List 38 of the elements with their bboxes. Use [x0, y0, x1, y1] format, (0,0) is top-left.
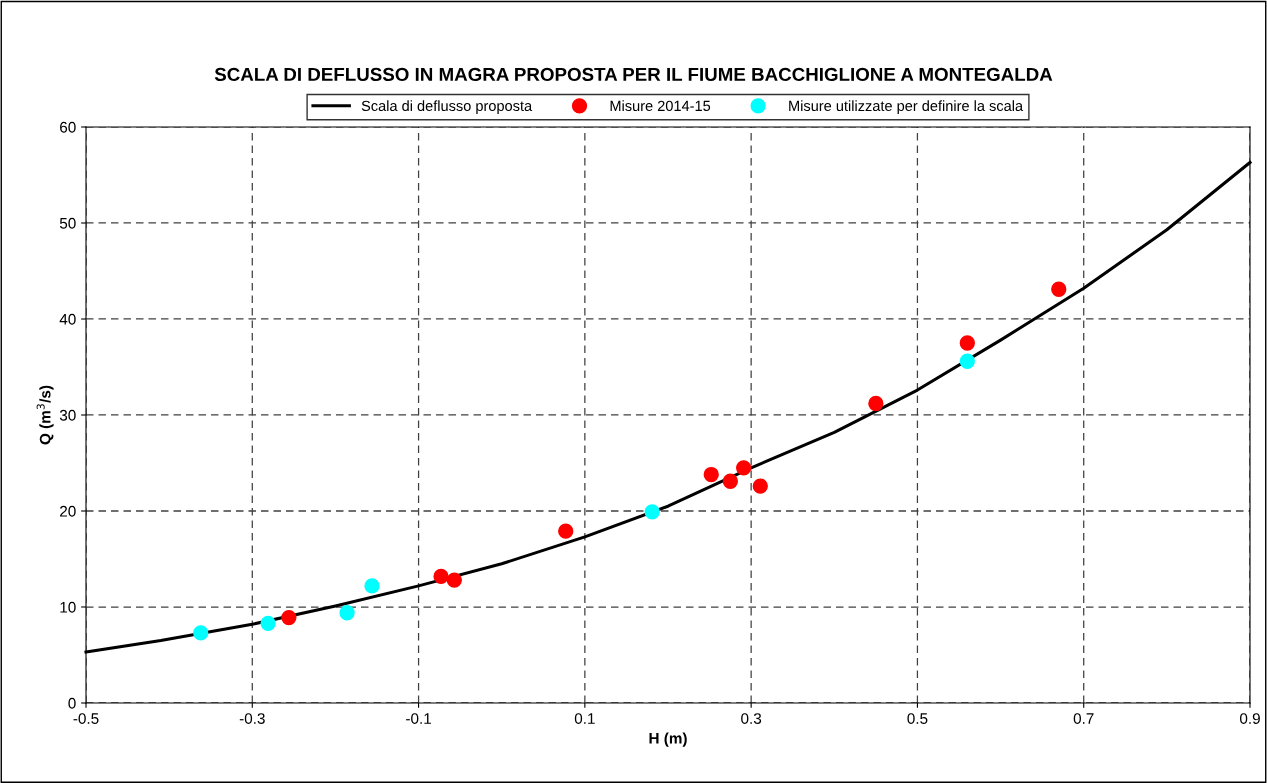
point	[364, 578, 380, 594]
point	[959, 335, 975, 351]
point	[868, 395, 884, 412]
point	[644, 504, 660, 520]
legend-label: Misure 2014-15	[610, 100, 711, 112]
point	[446, 572, 462, 588]
x-tick-label: -0.1	[406, 713, 431, 724]
x-tick-label: 0.1	[574, 713, 595, 724]
x-axis-title: H (m)	[649, 732, 687, 747]
x-tick-label: 0.5	[907, 713, 928, 724]
point	[281, 609, 297, 626]
point	[558, 523, 574, 539]
chart-title: SCALA DI DEFLUSSO IN MAGRA PROPOSTA PER IL FIUME BACCHIGLIONE A MONTEGALDA	[214, 67, 1053, 82]
point	[193, 625, 209, 641]
x-tick-label: 0.7	[1073, 713, 1094, 724]
y-tick-label: 30	[59, 409, 76, 421]
point	[1051, 281, 1067, 297]
point	[433, 568, 449, 584]
y-tick-label: 40	[59, 313, 76, 325]
x-tick-label: 0.9	[1239, 713, 1260, 724]
point	[959, 353, 975, 369]
legend-label: Scala di deflusso proposta	[361, 100, 533, 114]
point	[339, 605, 355, 621]
x-tick-label: -0.5	[73, 713, 99, 724]
y-tick-label: 50	[59, 217, 76, 229]
x-tick-label: -0.3	[239, 713, 265, 724]
y-axis-title: Q (m$^{3}$/s)	[36, 385, 54, 445]
y-tick-label: 10	[60, 601, 76, 613]
y-tick-label: 20	[60, 505, 76, 517]
point	[752, 478, 768, 494]
x-tick-label: 0.3	[741, 713, 762, 724]
point	[722, 473, 738, 489]
point	[260, 615, 276, 631]
y-tick-label: 0	[68, 697, 76, 709]
legend-label: Misure utilizzate per definire la scala	[789, 100, 1024, 114]
y-tick-label: 60	[60, 121, 76, 133]
point	[736, 460, 752, 476]
point	[703, 466, 719, 483]
